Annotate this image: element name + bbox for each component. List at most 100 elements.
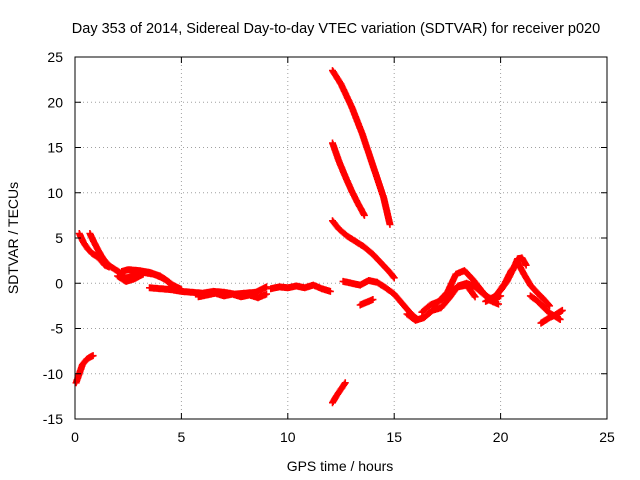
data-point [480,289,483,292]
data-point [331,69,334,72]
data-point [269,287,272,290]
data-point [384,286,387,289]
data-point [106,262,108,265]
x-tick-label: 0 [71,429,79,445]
series-markers [72,352,97,387]
data-point [363,246,366,248]
data-point [463,269,466,272]
data-point [78,232,81,235]
data-point [504,282,506,285]
data-point [497,291,500,294]
data-point [448,296,451,299]
data-point [367,279,370,282]
data-point [148,286,151,289]
data-point [340,388,342,390]
data-point [557,312,559,314]
y-tick-label: 5 [55,230,63,246]
data-point [344,175,347,178]
data-point [393,293,396,295]
data-point [516,261,519,264]
data-point [401,303,404,305]
series-arc-12h-top [329,67,394,228]
data-point [287,286,289,289]
data-point [231,293,234,295]
data-point [331,220,334,222]
data-point [365,301,368,304]
data-point [86,248,89,250]
y-tick-label: 10 [47,185,63,201]
data-point [457,286,459,288]
data-point [382,196,385,199]
data-point [440,298,442,301]
data-point [89,232,91,235]
series-arc-12h-low [329,217,398,282]
data-point [548,305,551,307]
data-point [355,240,357,243]
data-point [499,295,502,297]
series-markers [537,306,566,327]
data-point [91,252,93,255]
data-point [344,382,347,384]
series-markers [329,217,398,282]
data-point [223,295,225,297]
series-arc-13-16h [339,277,422,323]
x-tick-label: 15 [386,429,402,445]
series-markers [329,139,368,219]
y-tick-label: 15 [47,140,63,156]
data-point [561,309,564,312]
data-point [529,284,532,286]
data-point [101,257,104,259]
data-point [82,241,85,244]
data-point [474,296,476,298]
data-point [92,354,94,357]
data-point [559,318,561,321]
data-point [372,298,374,301]
data-point [163,277,166,280]
data-point [542,305,544,308]
data-point [342,280,344,283]
data-point [548,316,551,319]
series-arc-9-12h [267,281,334,295]
data-point [363,214,366,217]
series-arc-12h-bottom [329,379,349,407]
series-arc-5-9h-b [194,289,271,302]
data-point [535,299,538,302]
data-point [429,304,432,306]
x-tick-label: 20 [493,429,509,445]
data-point [340,83,342,85]
x-tick-label: 5 [178,429,186,445]
axis-ticks [74,56,608,420]
data-point [350,190,353,192]
data-point [338,228,340,230]
data-point [329,290,332,293]
data-point [93,241,95,244]
y-tick-label: -5 [51,321,64,337]
data-point [389,223,391,226]
data-point [248,294,251,296]
data-point [121,270,123,273]
data-point [346,235,349,237]
data-point [380,262,383,265]
data-point [440,306,442,309]
data-point [357,202,359,205]
data-point [361,133,364,135]
data-point [214,292,217,295]
series-arc-early-low [72,352,97,387]
data-point [95,255,98,257]
data-point [278,286,281,288]
series-arc-22-23h [537,306,566,327]
data-point [406,313,408,315]
series-arc-16-20h-b [418,267,502,316]
data-point [455,273,457,276]
y-tick-label: 0 [55,275,63,291]
data-point [553,315,555,317]
data-point [389,271,391,274]
y-tick-label: 25 [47,49,63,65]
data-point [197,296,200,298]
y-axis-label: SDTVAR / TECUs [5,182,21,294]
data-point [265,286,268,288]
data-point [114,268,117,271]
data-point [535,291,538,294]
grid [75,57,607,419]
